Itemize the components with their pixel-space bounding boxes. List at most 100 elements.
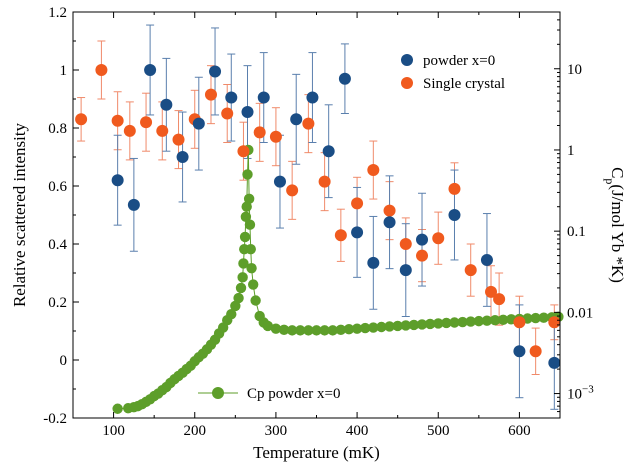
cp-point (270, 323, 282, 334)
cp-point (250, 295, 261, 306)
powder-point (241, 106, 254, 119)
x-tick-label: 300 (265, 423, 288, 439)
powder-point (383, 216, 396, 229)
powder-point (192, 117, 205, 130)
cp-point (433, 318, 444, 329)
cp-point (112, 403, 123, 414)
powder-point (160, 98, 173, 111)
cp-point (489, 315, 501, 326)
crystal-point (367, 164, 380, 177)
powder-point (127, 198, 140, 211)
x-tick-label: 600 (508, 423, 531, 439)
cp-point (384, 321, 395, 332)
cp-point (247, 279, 259, 290)
powder-point (351, 226, 364, 239)
y-axis-right-label-base: C (608, 167, 627, 178)
cp-point (295, 325, 306, 336)
crystal-point (318, 175, 331, 188)
cp-point (416, 319, 428, 330)
y-right-tick-label: 1 (567, 143, 575, 159)
legend-label-single-crystal: Single crystal (423, 76, 505, 92)
cp-point (441, 317, 452, 329)
cp-point (311, 325, 322, 336)
legend-marker-single-crystal (401, 77, 413, 89)
y-axis-right-label-sub: p (603, 178, 617, 184)
crystal-point (432, 232, 445, 245)
powder-point (448, 209, 461, 221)
crystal-point (548, 316, 561, 329)
cp-point (351, 323, 363, 334)
crystal-point (204, 88, 217, 101)
crystal-point (485, 285, 498, 298)
crystal-point (253, 126, 266, 139)
powder-point (548, 356, 561, 369)
crystal-point (493, 293, 506, 306)
x-tick-label: 100 (102, 423, 125, 439)
x-tick-label: 500 (427, 423, 450, 439)
powder-point (480, 253, 493, 266)
crystal-point (529, 345, 542, 358)
cp-point (242, 169, 253, 180)
y-axis-left-label: Relative scattered intensity (10, 122, 29, 307)
scatter-series (75, 64, 561, 369)
cp-point (473, 315, 485, 327)
powder-point (416, 233, 429, 246)
crystal-point (75, 113, 88, 126)
cp-point (262, 320, 273, 332)
crystal-point (302, 117, 315, 130)
cp-series (112, 144, 564, 414)
crystal-point (172, 133, 185, 146)
crystal-point (286, 184, 299, 197)
crystal-point (156, 124, 169, 137)
cp-point (449, 317, 460, 328)
cp-point (278, 324, 290, 335)
cp-point (530, 312, 541, 324)
cp-point (246, 262, 257, 274)
axes: 100 200 300 400 500 600 -0.2 0 0.2 0.4 0.6 0.8 1 1.2 1… (43, 5, 594, 439)
cp-point (238, 258, 249, 269)
crystal-point (140, 116, 153, 129)
cp-point (239, 231, 251, 243)
cp-point (408, 319, 420, 331)
y-left-tick-label: 0.2 (48, 295, 67, 311)
x-tick-label: 200 (184, 423, 207, 439)
powder-point (257, 91, 270, 104)
legend: powder x=0 Single crystal (401, 53, 505, 92)
powder-point (306, 91, 319, 104)
cp-point (360, 322, 371, 334)
powder-point (399, 264, 412, 277)
y-left-tick-label: 1.2 (48, 5, 67, 21)
cp-point (244, 219, 256, 230)
cp-point (243, 193, 255, 205)
cp-point (335, 324, 347, 335)
powder-point (225, 91, 238, 104)
legend-marker-cp (212, 387, 224, 399)
powder-point (338, 72, 351, 85)
crystal-point (383, 204, 396, 217)
crystal-point (416, 249, 429, 262)
crystal-point (95, 64, 108, 76)
cp-point (392, 320, 403, 332)
crystal-point (448, 182, 461, 195)
powder-point (144, 64, 157, 76)
crystal-point (237, 145, 250, 158)
legend-label-powder: powder x=0 (423, 53, 495, 69)
cp-point (237, 272, 248, 283)
y-right-tick-label: 0.01 (567, 305, 593, 321)
cp-point (481, 315, 493, 326)
y-left-tick-label: 0 (60, 353, 68, 369)
legend-cp: Cp powder x=0 (198, 386, 340, 402)
powder-point (367, 256, 380, 269)
cp-point (457, 316, 468, 328)
crystal-point (123, 124, 136, 137)
powder-point (209, 65, 222, 78)
cp-point (303, 325, 314, 336)
y-left-tick-label: 0.8 (48, 121, 67, 137)
powder-point (513, 345, 526, 358)
cp-point (368, 322, 379, 333)
powder-point (322, 145, 335, 158)
cp-point (240, 211, 252, 223)
powder-point (273, 175, 286, 188)
cp-point (245, 243, 256, 255)
